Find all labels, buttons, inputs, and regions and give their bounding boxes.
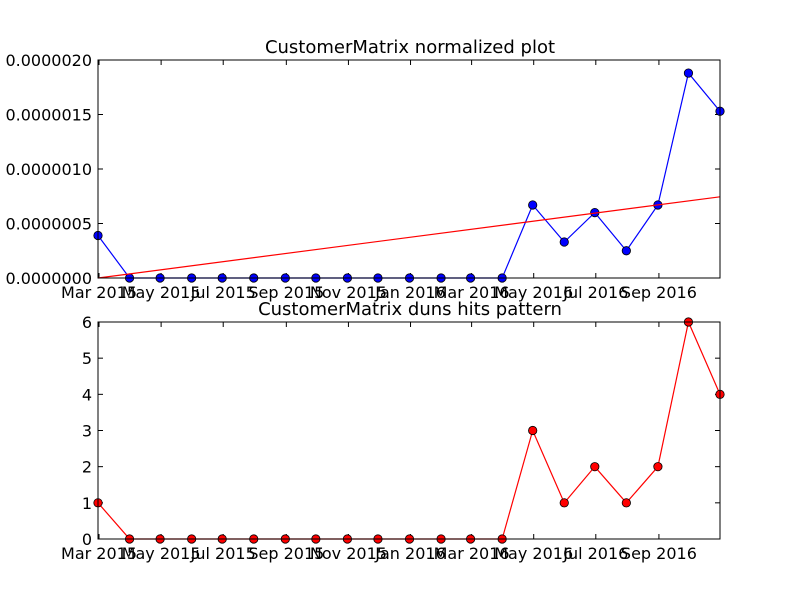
bottom-y-tick-label: 4: [82, 385, 92, 404]
top-y-tick-label: 0.0000015: [5, 106, 92, 125]
bottom-series-0-point: [559, 498, 569, 508]
top-x-tick-label: Sep 2016: [621, 283, 697, 302]
bottom-y-tick-label: 5: [82, 349, 92, 368]
top-series-0-point: [621, 246, 631, 256]
bottom-x-tick-label: Mar 2015: [61, 544, 137, 563]
top-chart-frame: [97, 59, 721, 279]
bottom-x-tick-label: Mar 2016: [434, 544, 510, 563]
bottom-x-tick-label: Jan 2016: [374, 544, 445, 563]
top-x-tick-label: Sep 2015: [248, 283, 324, 302]
top-series-0-point: [683, 68, 694, 78]
bottom-x-tick-label: May 2016: [494, 544, 573, 563]
top-chart: CustomerMatrix normalized plot 0.0000000…: [5, 37, 725, 302]
top-x-tick-label: Jul 2015: [190, 283, 256, 302]
top-x-tick-label: Mar 2016: [434, 283, 510, 302]
top-x-tick-label: May 2016: [494, 283, 573, 302]
bottom-chart: CustomerMatrix duns hits pattern 0 1 2 3 4 5 6…: [61, 299, 725, 563]
top-y-tick-label: 0.0000010: [5, 160, 92, 179]
top-y-tick-label: 0.0000020: [5, 51, 92, 70]
bottom-x-tick-label: Sep 2016: [621, 544, 697, 563]
bottom-series-0-point: [528, 425, 538, 436]
bottom-y-tick-label: 6: [82, 313, 92, 332]
bottom-y-tick-label: 1: [82, 494, 92, 513]
top-x-tick-label: Nov 2015: [310, 283, 387, 302]
bottom-chart-frame: [97, 321, 721, 540]
top-chart-title: CustomerMatrix normalized plot: [265, 37, 555, 58]
top-x-tick-label: Mar 2015: [61, 283, 137, 302]
top-series-0-point: [528, 200, 538, 210]
bottom-chart-title: CustomerMatrix duns hits pattern: [258, 299, 562, 320]
bottom-x-tick-label: Nov 2015: [310, 544, 387, 563]
top-y-tick-label: 0.0000005: [5, 215, 92, 234]
bottom-x-tick-label: Sep 2015: [248, 544, 324, 563]
bottom-series-0-point: [590, 462, 600, 472]
bottom-y-tick-label: 0: [82, 530, 92, 549]
bottom-x-tick-label: Jul 2015: [190, 544, 256, 563]
bottom-x-tick-label: May 2015: [122, 544, 201, 563]
top-x-tick-label: Jul 2016: [562, 283, 628, 302]
top-y-tick-label: 0.0000000: [5, 269, 92, 288]
top-x-tick-label: Jan 2016: [374, 283, 445, 302]
top-series-1-line: [97, 196, 721, 279]
top-x-tick-label: May 2015: [122, 283, 201, 302]
bottom-x-tick-label: Jul 2016: [562, 544, 628, 563]
bottom-series-0-point: [621, 498, 631, 508]
bottom-y-tick-label: 3: [82, 422, 92, 441]
top-series-0-point: [559, 237, 569, 247]
bottom-y-tick-label: 2: [82, 458, 92, 477]
bottom-series-0-point: [653, 462, 663, 472]
